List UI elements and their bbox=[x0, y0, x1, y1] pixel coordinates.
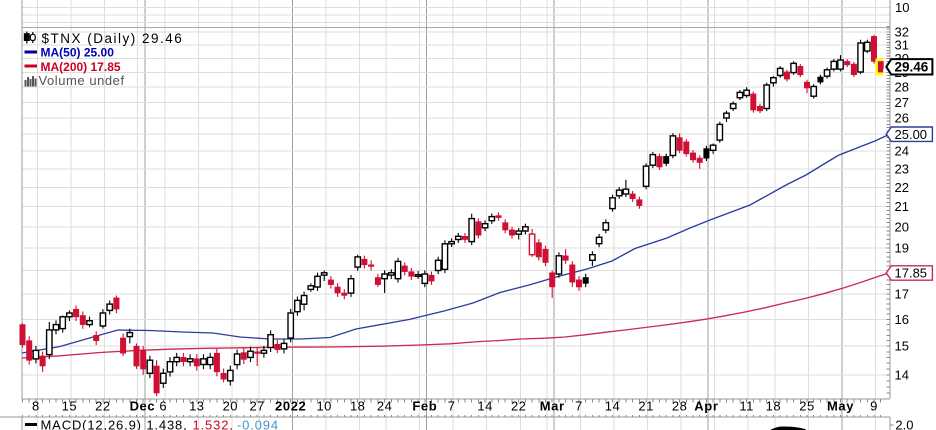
svg-text:25: 25 bbox=[799, 399, 814, 414]
svg-text:14: 14 bbox=[477, 399, 492, 414]
svg-text:32: 32 bbox=[895, 24, 909, 39]
svg-text:7: 7 bbox=[575, 399, 583, 414]
svg-text:15: 15 bbox=[895, 339, 909, 354]
svg-text:-0.094: -0.094 bbox=[237, 418, 279, 430]
svg-text:29.46: 29.46 bbox=[895, 59, 929, 74]
svg-text:Dec: Dec bbox=[130, 399, 156, 414]
svg-text:18: 18 bbox=[766, 399, 781, 414]
svg-text:6: 6 bbox=[159, 399, 167, 414]
svg-text:18: 18 bbox=[350, 399, 365, 414]
svg-text:21: 21 bbox=[895, 199, 909, 214]
svg-text:24: 24 bbox=[895, 144, 909, 159]
svg-text:MA(200) 17.85: MA(200) 17.85 bbox=[41, 60, 121, 74]
svg-text:14: 14 bbox=[605, 399, 620, 414]
svg-text:11: 11 bbox=[739, 399, 754, 414]
svg-text:28: 28 bbox=[895, 80, 909, 95]
svg-text:MACD(12,26,9) 1.438,: MACD(12,26,9) 1.438, bbox=[41, 418, 188, 430]
svg-text:$TNX (Daily) 29.46: $TNX (Daily) 29.46 bbox=[42, 31, 184, 46]
svg-text:1.532,: 1.532, bbox=[193, 418, 234, 430]
svg-text:7: 7 bbox=[448, 399, 456, 414]
svg-text:20: 20 bbox=[895, 219, 909, 234]
svg-text:25.00: 25.00 bbox=[895, 127, 928, 142]
svg-text:15: 15 bbox=[62, 399, 77, 414]
svg-text:26: 26 bbox=[895, 111, 909, 126]
svg-text:9: 9 bbox=[870, 399, 878, 414]
svg-text:17.85: 17.85 bbox=[895, 266, 928, 281]
svg-text:10: 10 bbox=[316, 399, 331, 414]
svg-text:22: 22 bbox=[895, 180, 909, 195]
svg-text:MA(50) 25.00: MA(50) 25.00 bbox=[41, 46, 115, 60]
svg-text:16: 16 bbox=[895, 312, 909, 327]
svg-text:May: May bbox=[827, 399, 854, 414]
svg-text:Apr: Apr bbox=[694, 399, 718, 414]
svg-text:Mar: Mar bbox=[540, 399, 565, 414]
svg-text:10: 10 bbox=[895, 0, 909, 15]
svg-text:17: 17 bbox=[895, 287, 909, 302]
svg-text:Volume undef: Volume undef bbox=[39, 73, 125, 88]
svg-text:14: 14 bbox=[895, 367, 909, 382]
svg-text:27: 27 bbox=[249, 399, 264, 414]
svg-text:8: 8 bbox=[32, 399, 40, 414]
svg-text:24: 24 bbox=[377, 399, 392, 414]
svg-text:22: 22 bbox=[511, 399, 526, 414]
svg-text:28: 28 bbox=[672, 399, 687, 414]
svg-text:27: 27 bbox=[895, 95, 909, 110]
svg-text:21: 21 bbox=[638, 399, 653, 414]
svg-text:19: 19 bbox=[895, 241, 909, 256]
svg-text:2022: 2022 bbox=[275, 399, 306, 414]
svg-text:Feb: Feb bbox=[412, 399, 437, 414]
svg-text:20: 20 bbox=[223, 399, 238, 414]
svg-text:13: 13 bbox=[189, 399, 204, 414]
svg-text:31: 31 bbox=[895, 38, 909, 53]
svg-text:2.0: 2.0 bbox=[895, 417, 913, 430]
svg-text:22: 22 bbox=[95, 399, 110, 414]
svg-text:23: 23 bbox=[895, 161, 909, 176]
